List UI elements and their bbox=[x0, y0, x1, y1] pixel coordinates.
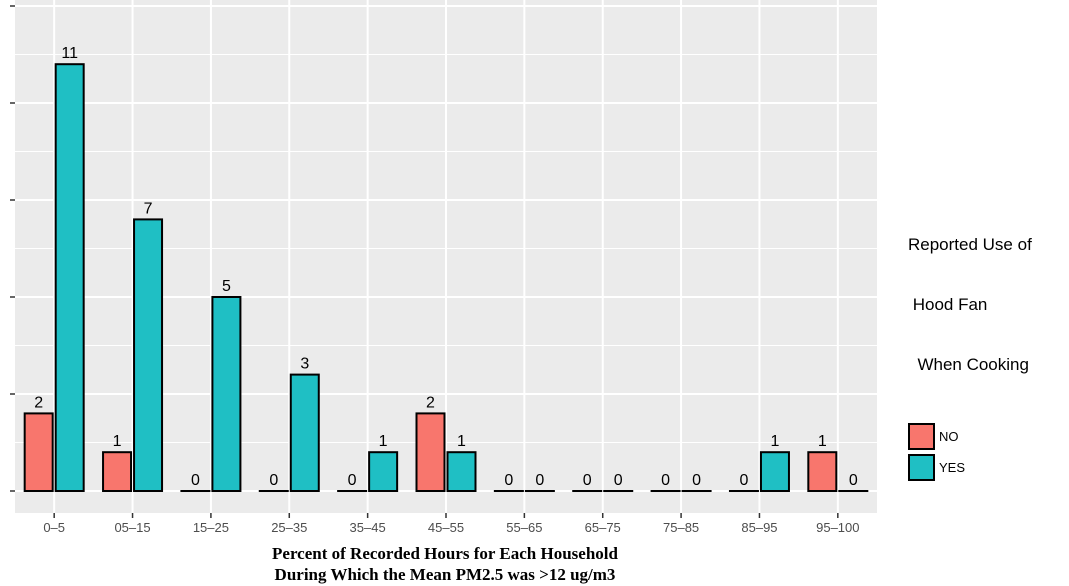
bar-yes-2 bbox=[211, 296, 242, 492]
data-label-yes-10: 0 bbox=[849, 472, 858, 489]
data-label-no-7: 0 bbox=[583, 472, 592, 489]
bar-yes-0 bbox=[54, 63, 85, 492]
data-label-no-5: 2 bbox=[426, 394, 435, 411]
bar-yes-4 bbox=[368, 451, 399, 493]
bars bbox=[23, 63, 869, 493]
x-tick-label: 25–35 bbox=[271, 520, 307, 535]
legend: Reported Use of Hood Fan When Cooking NO… bbox=[908, 195, 1032, 483]
legend-item-no: NO bbox=[908, 421, 1032, 452]
legend-title-line-2: Hood Fan bbox=[908, 295, 988, 314]
legend-swatch-yes bbox=[908, 454, 935, 481]
data-label-yes-7: 0 bbox=[614, 472, 623, 489]
x-tick-label: 65–75 bbox=[585, 520, 621, 535]
x-axis-title: Percent of Recorded Hours for Each House… bbox=[15, 543, 875, 585]
legend-title-line-3: When Cooking bbox=[908, 355, 1029, 374]
x-tick-label: 55–65 bbox=[506, 520, 542, 535]
x-tick-label: 15–25 bbox=[193, 520, 229, 535]
data-label-no-2: 0 bbox=[191, 472, 200, 489]
data-label-no-1: 1 bbox=[113, 433, 122, 450]
x-tick-label: 45–55 bbox=[428, 520, 464, 535]
x-tick-label: 75–85 bbox=[663, 520, 699, 535]
data-label-no-9: 0 bbox=[740, 472, 749, 489]
data-label-yes-9: 1 bbox=[771, 433, 780, 450]
data-label-no-4: 0 bbox=[348, 472, 357, 489]
bar-no-1 bbox=[102, 451, 133, 493]
x-tick-label: 0–5 bbox=[43, 520, 65, 535]
data-label-yes-1: 7 bbox=[144, 200, 153, 217]
data-label-yes-2: 5 bbox=[222, 278, 231, 295]
bar-no-10 bbox=[807, 451, 838, 493]
x-tick-label: 95–100 bbox=[816, 520, 859, 535]
bar-no-0 bbox=[23, 412, 54, 492]
x-axis-tick-labels: 0–5 05–15 15–25 25–35 35–45 45–55 55–65 65–75 75… bbox=[43, 520, 859, 535]
bar-no-5 bbox=[415, 412, 446, 492]
legend-title-line-1: Reported Use of bbox=[908, 235, 1032, 254]
data-label-no-8: 0 bbox=[661, 472, 670, 489]
data-label-yes-8: 0 bbox=[692, 472, 701, 489]
data-label-no-3: 0 bbox=[269, 472, 278, 489]
x-tick-label: 85–95 bbox=[741, 520, 777, 535]
data-label-yes-0: 11 bbox=[61, 45, 78, 62]
data-label-yes-5: 1 bbox=[457, 433, 466, 450]
bar-yes-1 bbox=[133, 218, 164, 492]
x-axis-ticks bbox=[53, 513, 839, 518]
legend-item-yes: YES bbox=[908, 452, 1032, 483]
bar-yes-5 bbox=[446, 451, 477, 493]
legend-title: Reported Use of Hood Fan When Cooking bbox=[908, 195, 1032, 415]
legend-swatch-no bbox=[908, 423, 935, 450]
legend-label-no: NO bbox=[939, 429, 959, 444]
data-label-yes-6: 0 bbox=[535, 472, 544, 489]
x-axis-title-line-1: Percent of Recorded Hours for Each House… bbox=[272, 544, 618, 563]
data-label-no-0: 2 bbox=[34, 394, 43, 411]
x-tick-label: 05–15 bbox=[114, 520, 150, 535]
y-axis-ticks bbox=[10, 5, 15, 492]
legend-label-yes: YES bbox=[939, 460, 966, 475]
data-label-yes-4: 1 bbox=[379, 433, 388, 450]
x-tick-label: 35–45 bbox=[350, 520, 386, 535]
data-label-no-10: 1 bbox=[818, 433, 827, 450]
data-label-no-6: 0 bbox=[504, 472, 513, 489]
x-axis-title-line-2: During Which the Mean PM2.5 was >12 ug/m… bbox=[274, 565, 616, 584]
bar-yes-3 bbox=[289, 373, 320, 493]
bar-yes-9 bbox=[759, 451, 790, 493]
data-label-yes-3: 3 bbox=[300, 356, 309, 373]
